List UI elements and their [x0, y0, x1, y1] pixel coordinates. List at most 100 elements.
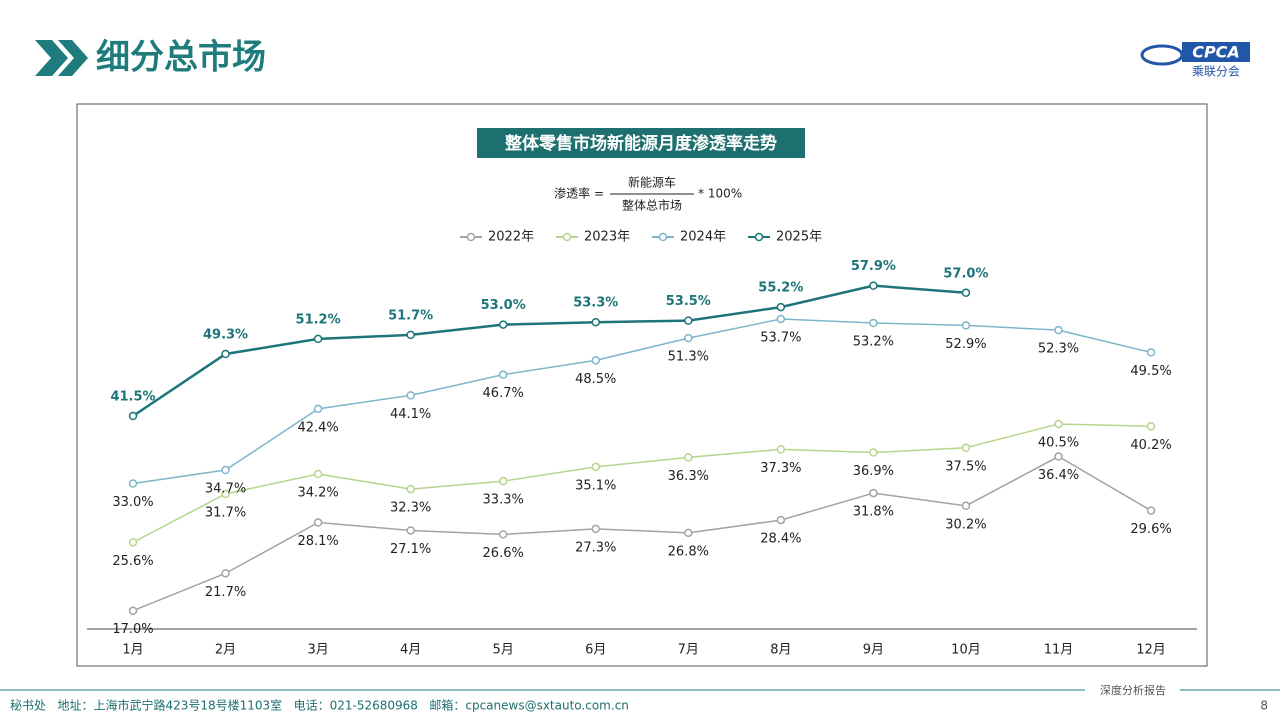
data-label: 33.3% [483, 493, 524, 508]
data-label: 36.3% [668, 469, 709, 484]
logo-sub: 乘联分会 [1192, 65, 1240, 79]
point [684, 453, 693, 462]
point [776, 515, 786, 525]
chart-title-box [477, 128, 805, 158]
data-label: 34.7% [205, 482, 246, 497]
data-label: 52.9% [945, 337, 986, 352]
footer-contact: 秘书处 地址：上海市武宁路423号18号楼1103室 电话：021-526809… [10, 698, 629, 713]
data-label: 53.2% [853, 335, 894, 350]
chart-frame [76, 103, 1208, 667]
point [961, 288, 971, 298]
data-label: 49.3% [203, 328, 248, 343]
point [128, 479, 138, 488]
legend-marker [562, 232, 572, 242]
point [406, 526, 415, 535]
data-label: 28.4% [760, 532, 801, 547]
data-label: 40.2% [1130, 438, 1171, 453]
point [313, 334, 323, 344]
point [221, 349, 230, 359]
point [869, 318, 878, 328]
point [1146, 348, 1156, 357]
chevron [58, 40, 88, 76]
page-title: 细分总市场 [96, 38, 266, 78]
point [221, 465, 230, 475]
point [776, 445, 786, 454]
data-label: 27.3% [575, 540, 616, 555]
data-label: 34.2% [297, 486, 338, 501]
data-label: 28.1% [297, 534, 338, 549]
series-line [132, 318, 1152, 485]
data-label: 51.7% [388, 308, 433, 323]
report-label: 深度分析报告 [1100, 683, 1166, 697]
point [406, 391, 415, 400]
x-tick-label: 11月 [1044, 643, 1074, 658]
data-label: 26.6% [483, 546, 524, 561]
x-tick-label: 7月 [678, 643, 699, 658]
data-label: 53.5% [666, 294, 711, 309]
data-label: 36.9% [853, 464, 894, 479]
point [776, 314, 786, 324]
data-label: 57.9% [851, 259, 896, 274]
point [498, 370, 508, 379]
data-label: 51.3% [668, 350, 709, 365]
formula-numerator: 新能源车 [628, 175, 676, 190]
point [221, 569, 230, 578]
data-label: 21.7% [205, 585, 246, 600]
x-tick-label: 9月 [863, 643, 884, 658]
point [498, 530, 508, 539]
point [313, 469, 323, 479]
data-label: 35.1% [575, 478, 616, 493]
point [869, 488, 878, 498]
data-label: 36.4% [1038, 468, 1079, 483]
formula-lhs: 渗透率 = [554, 186, 604, 201]
data-label: 31.8% [853, 505, 894, 520]
point [498, 476, 508, 486]
legend-marker [466, 232, 476, 242]
legend-label: 2025年 [776, 230, 822, 245]
point [128, 411, 138, 421]
x-tick-label: 1月 [122, 643, 143, 658]
data-label: 44.1% [390, 407, 431, 422]
data-label: 33.0% [112, 495, 153, 510]
data-label: 32.3% [390, 501, 431, 516]
legend-label: 2023年 [584, 230, 630, 245]
point [498, 320, 508, 329]
point [961, 321, 971, 330]
point [684, 333, 693, 343]
point [1054, 452, 1063, 461]
logo: CPCA [1192, 43, 1240, 62]
point [776, 302, 786, 312]
point [128, 538, 138, 547]
point [961, 501, 971, 511]
point [684, 316, 693, 325]
data-label: 27.1% [390, 542, 431, 557]
series-line [132, 455, 1152, 612]
legend-label: 2022年 [488, 230, 534, 245]
chevron [35, 40, 68, 76]
point [128, 606, 138, 615]
chart-title: 整体零售市场新能源月度渗透率走势 [505, 133, 777, 154]
data-label: 37.5% [945, 459, 986, 474]
page-number: 8 [1260, 699, 1268, 713]
point [961, 443, 971, 453]
legend-marker [658, 232, 668, 242]
point [1054, 419, 1063, 429]
series-line [132, 423, 1152, 544]
point [406, 330, 415, 340]
x-tick-label: 10月 [951, 643, 981, 658]
data-label: 26.8% [668, 544, 709, 559]
point [591, 317, 600, 327]
data-label: 46.7% [483, 386, 524, 401]
logo-box [1182, 42, 1250, 62]
x-tick-label: 6月 [585, 643, 606, 658]
x-tick-label: 3月 [307, 643, 328, 658]
point [1146, 422, 1156, 431]
legend-label: 2024年 [680, 230, 726, 245]
legend-marker [754, 232, 764, 242]
x-tick-label: 2月 [215, 643, 236, 658]
data-label: 40.5% [1038, 435, 1079, 450]
data-label: 49.5% [1130, 364, 1171, 379]
series-line [132, 284, 967, 418]
